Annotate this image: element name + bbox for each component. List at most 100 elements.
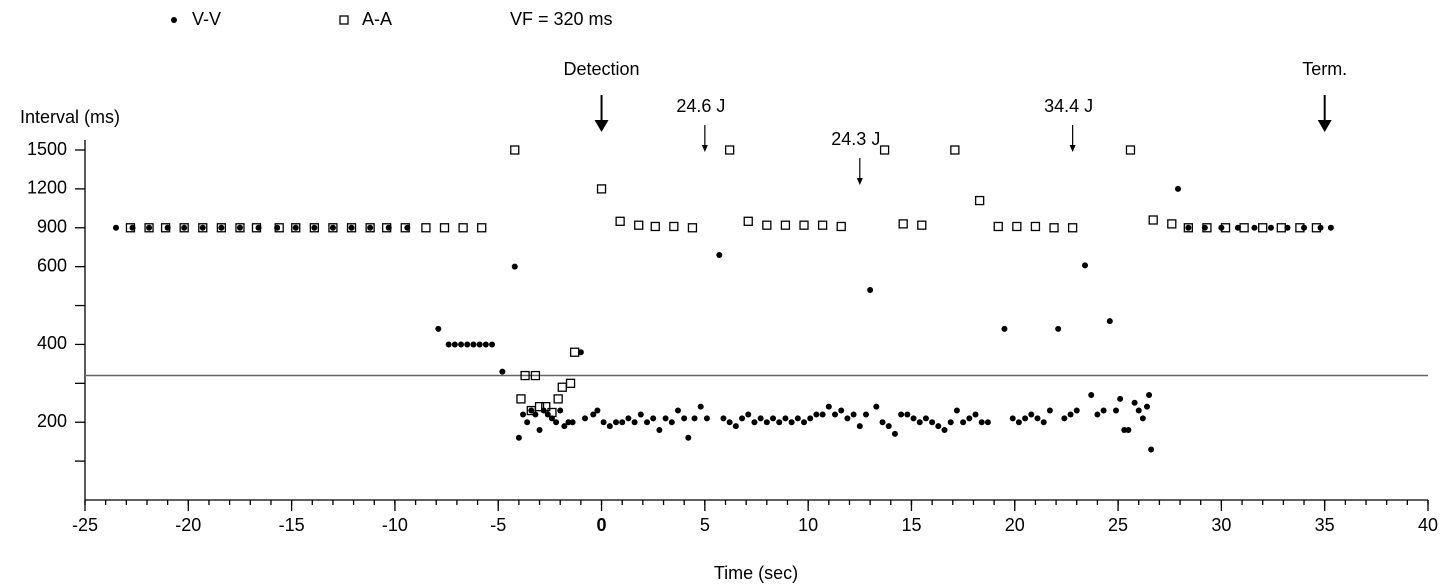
vv-point [1144, 403, 1151, 410]
vv-point [904, 411, 911, 418]
vv-point [594, 407, 601, 414]
vv-point [1251, 224, 1258, 231]
vv-point [577, 349, 584, 356]
vv-point [788, 419, 795, 426]
aa-point [1167, 219, 1177, 229]
x-tick-label: 15 [901, 515, 921, 535]
vv-point [329, 224, 336, 231]
annotation-arrowhead [1069, 145, 1076, 152]
vv-point [476, 341, 483, 348]
aa-point [762, 220, 772, 230]
y-tick-label: 1200 [27, 178, 67, 198]
vv-point [311, 224, 318, 231]
vv-point [637, 411, 644, 418]
x-tick-label: -25 [72, 515, 98, 535]
aa-point [950, 145, 960, 155]
aa-point [993, 221, 1003, 232]
aa-point [477, 223, 487, 233]
vv-point [292, 224, 299, 231]
vv-point [867, 287, 874, 293]
aa-point [1049, 223, 1059, 233]
vv-point [685, 434, 692, 441]
aa-point [1239, 223, 1249, 233]
x-axis-label: Time (sec) [714, 563, 798, 583]
aa-point [274, 223, 284, 233]
vv-point [770, 415, 777, 422]
vv-point [1067, 411, 1074, 418]
vv-point [218, 224, 225, 231]
vv-point [947, 419, 954, 426]
vv-point [697, 403, 704, 410]
aa-point [553, 394, 563, 404]
vv-point [520, 411, 527, 418]
aa-point [596, 184, 607, 194]
vv-point [966, 415, 973, 422]
vv-point [941, 427, 948, 433]
vv-point [1094, 411, 1101, 418]
vv-point [929, 419, 936, 426]
vv-point [524, 419, 531, 426]
aa-point [836, 221, 846, 232]
aa-point [1067, 223, 1078, 233]
annotation-arrowhead [701, 145, 708, 152]
vv-point [600, 419, 607, 426]
vv-point [1174, 185, 1181, 192]
aa-point [510, 145, 520, 155]
vv-point [703, 415, 710, 422]
vv-point [681, 415, 688, 422]
y-tick-label: 900 [37, 217, 67, 237]
vv-point [935, 423, 942, 430]
vv-point [451, 341, 458, 348]
annotation-label: 24.6 J [676, 96, 725, 116]
annotation-arrowhead [1317, 120, 1332, 132]
vv-point [757, 415, 764, 422]
aa-point [724, 145, 735, 155]
vv-point [650, 415, 657, 422]
aa-point [534, 402, 545, 412]
aa-point [1030, 221, 1041, 232]
vv-point [1131, 399, 1138, 406]
vv-point [1146, 392, 1153, 398]
vv-point [1106, 318, 1113, 325]
aa-point [743, 216, 753, 226]
vv-point [613, 419, 620, 426]
vv-point [470, 341, 477, 348]
vv-point [782, 415, 789, 422]
vv-point [499, 368, 506, 375]
aa-point [799, 220, 809, 230]
vv-point [464, 341, 471, 348]
vv-point [536, 427, 543, 433]
vv-point [435, 325, 442, 332]
legend-marker [171, 17, 177, 23]
vv-point [565, 419, 572, 426]
x-tick-label: 20 [1005, 515, 1025, 535]
vv-point [528, 407, 535, 414]
vv-point [832, 411, 839, 418]
vv-point [838, 407, 845, 414]
vv-point [891, 430, 898, 437]
legend-marker [339, 15, 349, 25]
vv-point [1028, 411, 1035, 418]
x-tick-label: -15 [279, 515, 305, 535]
vv-point [1009, 415, 1016, 422]
legend-label: A-A [362, 9, 392, 29]
vv-point [1015, 419, 1022, 426]
aa-point [309, 223, 319, 233]
aa-point [346, 223, 357, 233]
vv-point [1125, 427, 1132, 433]
vv-point [794, 415, 801, 422]
vv-point [458, 341, 465, 348]
aa-point [382, 223, 392, 233]
aa-point [144, 223, 154, 233]
y-axis-label: Interval (ms) [20, 107, 120, 127]
aa-point [557, 382, 567, 392]
reference-label: VF = 320 ms [510, 9, 613, 29]
annotation-label: 34.4 J [1044, 96, 1093, 116]
vv-point [732, 423, 739, 430]
vv-point [844, 415, 851, 422]
vv-point [716, 252, 723, 258]
vv-point [511, 263, 518, 270]
vv-point [656, 427, 663, 433]
aa-point [160, 223, 171, 233]
annotation-label: Term. [1302, 59, 1347, 79]
